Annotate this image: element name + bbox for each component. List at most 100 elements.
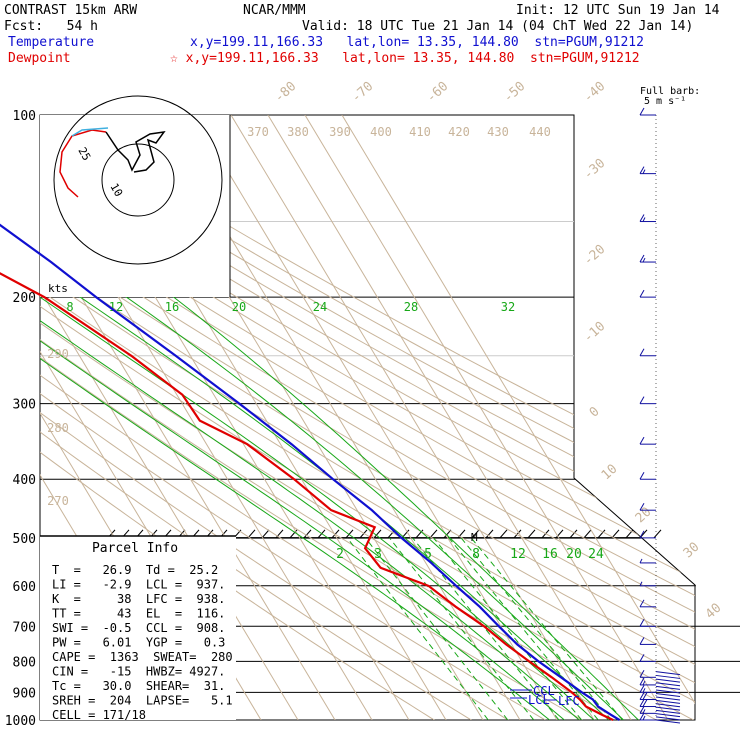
parcel-info-row: PW = 6.01 YGP = 0.3 [52, 636, 225, 650]
pressure-label-700: 700 [13, 620, 36, 635]
moist-adiabat [40, 115, 565, 720]
hash-mark [569, 529, 578, 539]
wind-barb-flag [639, 166, 645, 174]
wind-barb-halfflag [642, 709, 646, 714]
ccl-marker-label: CCL [533, 684, 555, 698]
isotherm-line [267, 115, 632, 720]
wind-barb-flag [639, 712, 645, 721]
theta-label: 390 [329, 125, 351, 139]
parcel-info-row: SREH = 204 LAPSE= 5.1 [52, 694, 233, 708]
wind-barb-halfflag [642, 257, 646, 263]
theta-label: 400 [370, 125, 392, 139]
dry-adiabat [40, 115, 695, 720]
wind-barb-flag [639, 502, 645, 511]
isotherm-label: -60 [424, 79, 451, 106]
isotherm-label: -40 [581, 79, 608, 106]
mixing-ratio-label: 24 [588, 547, 604, 562]
low-level-barb [655, 713, 681, 718]
theta-left-label: 270 [47, 494, 69, 508]
wind-barb-halfflag [639, 581, 643, 587]
wind-barb-flag [639, 677, 645, 686]
wind-barb-flag [639, 706, 645, 714]
wind-barb-flag [639, 685, 645, 693]
pressure-label-500: 500 [13, 532, 36, 547]
parcel-info-row: K = 38 LFC = 938. [52, 592, 225, 606]
pressure-label-300: 300 [13, 398, 36, 413]
low-level-barb [655, 671, 681, 676]
parcel-info-row: SWI = -0.5 CCL = 908. [52, 621, 225, 635]
parcel-info-row: CAPE = 1363 SWEAT= 280 [52, 650, 233, 664]
dry-adiabat [40, 115, 546, 720]
hash-mark [359, 529, 368, 539]
dry-adiabat [40, 115, 695, 720]
wind-barb-flag [639, 670, 645, 678]
isotherm-line [193, 115, 558, 720]
hash-mark [247, 529, 256, 539]
hodograph-units: kts [48, 282, 68, 295]
barb-legend-line1: Full barb: [640, 86, 701, 97]
hash-mark [331, 529, 340, 539]
pressure-label-900: 900 [13, 686, 36, 701]
parcel-info-panel [40, 536, 236, 720]
isotherm-label: -80 [272, 79, 299, 106]
theta-left-label: 280 [47, 421, 69, 435]
mixing-ratio-label: 12 [510, 547, 526, 562]
wind-barb-flag [639, 396, 645, 404]
parcel-info-row: LI = -2.9 LCL = 937. [52, 578, 225, 592]
pressure-label-800: 800 [13, 655, 36, 670]
hash-mark [527, 529, 536, 539]
wind-barb-flag [639, 214, 645, 222]
theta-e-label: 32 [501, 300, 515, 314]
low-level-barb [655, 716, 681, 721]
moist-adiabat [40, 115, 550, 720]
parcel-info-row: CELL = 171/18 [52, 708, 146, 722]
hash-mark [611, 529, 620, 539]
barb-legend-line2: 5 m s⁻¹ [644, 96, 687, 107]
hash-mark [597, 529, 606, 539]
hodograph-outer-ring [53, 95, 223, 265]
chart-title: CONTRAST 15km ARW [4, 3, 138, 18]
lfc-marker-label: LFC [558, 694, 580, 708]
wind-barb-halfflag [642, 169, 646, 174]
dry-adiabat [40, 115, 695, 720]
dry-adiabat [46, 115, 695, 720]
low-level-barb [655, 696, 681, 701]
hash-mark [275, 529, 284, 539]
isotherm-label: -10 [581, 319, 608, 346]
mixing-ratio-label: 20 [566, 547, 582, 562]
hash-mark [485, 529, 494, 539]
low-level-barb [655, 709, 681, 714]
valid-time: Valid: 18 UTC Tue 21 Jan 14 (04 ChT Wed … [302, 19, 694, 34]
dry-adiabat [40, 115, 695, 720]
parcel-info-row: T = 26.9 Td = 25.2 [52, 563, 218, 577]
wind-barb-flag [639, 637, 645, 645]
temperature-legend: Temperature [8, 35, 95, 50]
theta-label: 370 [247, 125, 269, 139]
wind-barb-flag [639, 348, 645, 357]
low-level-barb [655, 703, 681, 708]
hodograph-ring-label-25: 25 [75, 145, 93, 163]
wind-barb-halfflag [642, 217, 646, 222]
hodograph-inner-ring [101, 143, 175, 217]
parcel-info-row: TT = 43 EL = 116. [52, 607, 225, 621]
hash-mark [373, 529, 382, 539]
dry-adiabat [40, 115, 694, 720]
hash-mark [513, 529, 522, 539]
dewpoint-legend: Dewpoint [8, 51, 71, 66]
theta-e-label: 8 [66, 300, 73, 314]
hash-mark [583, 529, 592, 539]
hash-mark [499, 529, 508, 539]
isotherm-label: -70 [349, 79, 376, 106]
hodograph-upperlevel-trace [71, 127, 109, 137]
parcel-info-row: CIN = -15 HWBZ= 4927. [52, 665, 225, 679]
wind-barb-flag [639, 254, 645, 263]
mixing-ratio-label: 3 [374, 547, 382, 562]
dewpoint-station-text: x,y=199.11,166.33 lat,lon= 13.35, 144.80… [185, 51, 640, 66]
isotherm-line [341, 115, 695, 720]
hash-mark [415, 529, 424, 539]
parcel-info-row: Tc = 30.0 SHEAR= 31. [52, 679, 225, 693]
hash-mark [653, 529, 662, 539]
dry-adiabat [40, 115, 695, 720]
isotherm-label: -50 [501, 79, 528, 106]
